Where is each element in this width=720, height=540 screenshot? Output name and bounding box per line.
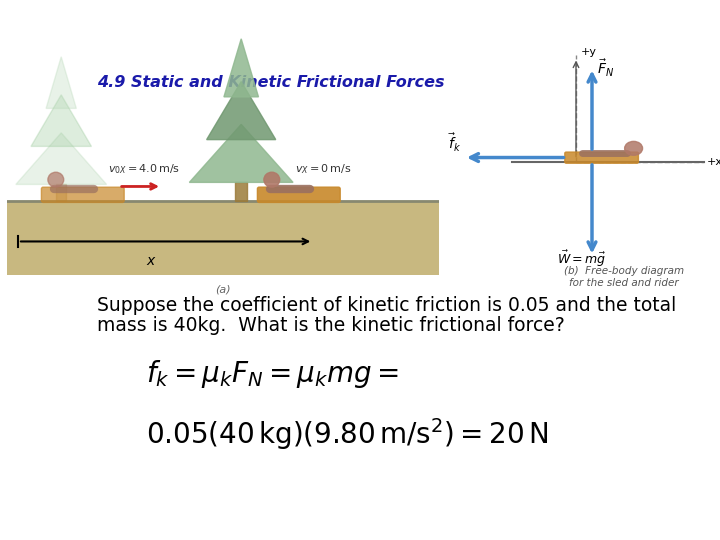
Text: 4.9 Static and Kinetic Frictional Forces: 4.9 Static and Kinetic Frictional Forces <box>96 75 444 90</box>
Text: $\vec{f}_k$: $\vec{f}_k$ <box>448 132 461 154</box>
Text: +x: +x <box>707 157 720 167</box>
Text: $0.05(40\,\mathrm{kg})(9.80\,\mathrm{m/s^2})= 20\,\mathrm{N}$: $0.05(40\,\mathrm{kg})(9.80\,\mathrm{m/s… <box>145 416 548 452</box>
Text: Suppose the coefficient of kinetic friction is 0.05 and the total: Suppose the coefficient of kinetic frict… <box>96 295 676 315</box>
Bar <box>235 183 247 201</box>
Circle shape <box>48 172 64 187</box>
Bar <box>56 185 66 201</box>
Polygon shape <box>224 39 258 97</box>
Circle shape <box>264 172 280 187</box>
Polygon shape <box>46 57 76 109</box>
Text: $v_X = 0\,\mathrm{m/s}$: $v_X = 0\,\mathrm{m/s}$ <box>295 162 352 176</box>
Polygon shape <box>189 124 293 183</box>
Text: for the sled and rider: for the sled and rider <box>570 278 679 288</box>
Text: +y: +y <box>581 47 597 57</box>
Polygon shape <box>31 95 91 146</box>
Polygon shape <box>16 133 107 185</box>
Bar <box>7 201 439 275</box>
Text: (b)  Free-body diagram: (b) Free-body diagram <box>564 266 684 276</box>
Text: mass is 40kg.  What is the kinetic frictional force?: mass is 40kg. What is the kinetic fricti… <box>96 316 564 335</box>
Text: $\vec{W} = m\vec{g}$: $\vec{W} = m\vec{g}$ <box>557 248 606 269</box>
Text: $f_k = \mu_k F_N = \mu_k mg = $: $f_k = \mu_k F_N = \mu_k mg = $ <box>145 358 399 390</box>
Text: (a): (a) <box>215 285 231 294</box>
Circle shape <box>625 141 642 156</box>
Text: $\vec{F}_N$: $\vec{F}_N$ <box>597 58 614 79</box>
FancyBboxPatch shape <box>258 187 340 202</box>
FancyBboxPatch shape <box>42 187 125 202</box>
Polygon shape <box>207 82 276 140</box>
FancyBboxPatch shape <box>564 152 639 163</box>
Text: $v_{0X} = 4.0\,\mathrm{m/s}$: $v_{0X} = 4.0\,\mathrm{m/s}$ <box>108 162 180 176</box>
Text: $x$: $x$ <box>146 254 156 268</box>
